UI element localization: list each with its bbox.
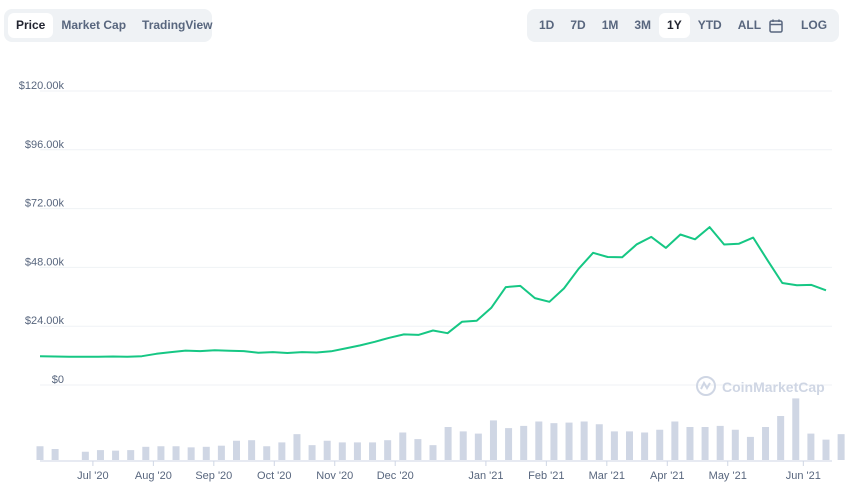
volume-bar [626, 431, 633, 460]
tab-ytd[interactable]: YTD [697, 18, 722, 32]
volume-bar [565, 422, 573, 460]
volume-bar [701, 427, 709, 460]
time-range-tabs: 1D 7D 1M 3M 1Y YTD ALL LOG [527, 9, 839, 42]
volume-bar [474, 433, 482, 460]
x-tick-label: May '21 [709, 470, 747, 482]
x-tick-label: Dec '20 [377, 470, 414, 482]
tab-1d[interactable]: 1D [539, 18, 555, 32]
volume-bar [278, 442, 286, 460]
volume-bar [51, 449, 59, 460]
volume-bar [323, 440, 331, 460]
volume-bar [233, 440, 240, 460]
watermark-text: CoinMarketCap [722, 379, 825, 395]
volume-bar [308, 445, 316, 460]
volume-bar [127, 450, 135, 460]
x-tick-label: Aug '20 [135, 470, 172, 482]
y-tick-label: $0 [52, 374, 64, 386]
x-tick-label: Nov '20 [316, 470, 353, 482]
volume-bar [399, 432, 407, 460]
y-tick-label: $48.00k [25, 256, 65, 268]
volume-bar [641, 432, 649, 460]
volume-bar [671, 421, 679, 460]
price-series-line [39, 226, 827, 358]
tab-all[interactable]: ALL [737, 18, 762, 32]
tab-1y[interactable]: 1Y [659, 13, 690, 38]
tab-price[interactable]: Price [8, 13, 54, 38]
volume-bar [520, 425, 528, 460]
y-tick-label: $120.00k [19, 80, 65, 92]
volume-bar [792, 398, 800, 460]
volume-bar [369, 442, 377, 460]
volume-bar [459, 431, 467, 460]
volume-bar [535, 421, 543, 460]
x-tick-label: Feb '21 [528, 470, 564, 482]
volume-bar [142, 446, 150, 460]
volume-bar [580, 421, 588, 460]
volume-bar [686, 427, 694, 460]
volume-bar [217, 445, 225, 460]
tab-1m[interactable]: 1M [601, 18, 619, 32]
volume-bar [202, 446, 210, 460]
calendar-icon[interactable] [769, 13, 783, 38]
x-tick-label: Sep '20 [195, 470, 232, 482]
volume-bar [777, 416, 785, 460]
volume-bar [263, 446, 271, 460]
volume-bar [338, 442, 346, 460]
volume-bars [36, 398, 845, 460]
volume-bar [731, 429, 739, 460]
volume-bar [414, 439, 422, 460]
x-tick-label: Jan '21 [468, 470, 503, 482]
coinmarketcap-logo-icon [696, 376, 716, 396]
volume-bar [822, 439, 830, 460]
volume-bar [762, 427, 770, 460]
volume-bar [505, 428, 513, 460]
volume-bar [837, 434, 845, 460]
volume-bar [429, 445, 437, 460]
x-tick-label: Oct '20 [257, 470, 292, 482]
volume-bar [157, 446, 165, 460]
volume-bar [550, 423, 558, 460]
volume-bar [489, 420, 497, 460]
grid-lines [40, 90, 832, 386]
volume-bar [248, 440, 256, 460]
y-tick-label: $72.00k [25, 198, 65, 210]
x-tick-label: Mar '21 [589, 470, 625, 482]
volume-bar [610, 431, 618, 460]
volume-bar [444, 427, 452, 460]
x-tick-label: Jul '20 [77, 470, 108, 482]
volume-bar [746, 436, 754, 460]
y-axis-ticks: $120.00k $96.00k $72.00k $48.00k $24.00k $0 [19, 80, 65, 386]
volume-bar [353, 442, 361, 460]
price-line [39, 226, 827, 358]
volume-bar [384, 440, 392, 460]
volume-bar [172, 446, 180, 460]
x-tick-label: Jun '21 [786, 470, 821, 482]
volume-bar [81, 451, 89, 460]
volume-bar [595, 424, 603, 460]
watermark: CoinMarketCap [696, 376, 825, 396]
volume-bar [36, 446, 44, 460]
volume-bar [716, 425, 724, 460]
volume-bar [656, 429, 664, 460]
volume-bar [187, 447, 195, 460]
y-tick-label: $24.00k [25, 315, 65, 327]
tab-3m[interactable]: 3M [634, 18, 652, 32]
y-tick-label: $96.00k [25, 139, 65, 151]
chart-type-tabs: Price Market Cap TradingView [4, 9, 213, 42]
x-tick-label: Apr '21 [650, 470, 685, 482]
tab-7d[interactable]: 7D [570, 18, 586, 32]
volume-bar [96, 450, 104, 460]
volume-bar [112, 450, 120, 460]
tab-market-cap[interactable]: Market Cap [61, 18, 127, 32]
tab-log[interactable]: LOG [801, 18, 828, 32]
volume-bar [807, 433, 815, 460]
tab-tradingview[interactable]: TradingView [142, 18, 213, 32]
volume-bar [293, 434, 301, 460]
x-axis-ticks: Jul '20 Aug '20 Sep '20 Oct '20 Nov '20 Dec '… [40, 460, 832, 482]
